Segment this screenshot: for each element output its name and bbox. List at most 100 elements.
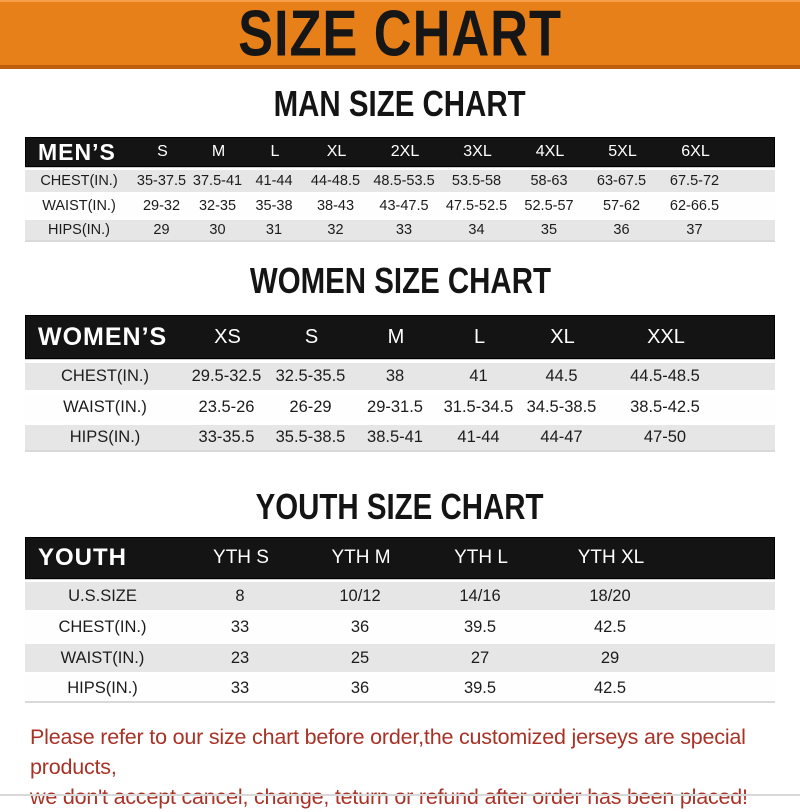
measurement-cell: 39.5 bbox=[463, 678, 497, 697]
men-size-table: MEN’S S M L XL 2XL 3XL 4XL 5XL 6XL CHEST… bbox=[25, 137, 775, 242]
women-heading-text: WOMEN SIZE CHART bbox=[249, 259, 551, 302]
table-row: HIPS(IN.) 29 30 31 32 33 34 35 36 37 bbox=[25, 220, 775, 242]
row-label: WAIST(IN.) bbox=[60, 648, 145, 667]
table-row: WAIST(IN.) 23.5-26 26-29 29-31.5 31.5-34… bbox=[25, 394, 775, 421]
size-col-header: L bbox=[270, 143, 280, 160]
size-col-header: 4XL bbox=[535, 143, 565, 160]
measurement-cell: 31 bbox=[265, 222, 283, 238]
measurement-cell: 34.5-38.5 bbox=[526, 398, 597, 416]
measurement-cell: 10/12 bbox=[339, 586, 381, 605]
measurement-cell: 43-47.5 bbox=[379, 198, 429, 214]
measurement-cell: 44.5 bbox=[545, 367, 578, 385]
size-col-header: M bbox=[211, 143, 226, 160]
size-col-header: XL bbox=[550, 325, 575, 348]
order-policy-line-1: Please refer to our size chart before or… bbox=[30, 725, 746, 779]
row-label: HIPS(IN.) bbox=[69, 428, 141, 446]
measurement-cell: 32.5-35.5 bbox=[275, 367, 346, 385]
men-section-heading: MAN SIZE CHART bbox=[0, 82, 800, 125]
table-row: CHEST(IN.) 29.5-32.5 32.5-35.5 38 41 44.… bbox=[25, 363, 775, 390]
measurement-cell: 29 bbox=[153, 222, 170, 238]
measurement-cell: 62-66.5 bbox=[669, 198, 720, 214]
women-size-table: WOMEN’S XS S M L XL XXL CHEST(IN.) 29.5-… bbox=[25, 315, 775, 452]
measurement-cell: 30 bbox=[209, 222, 226, 238]
youth-table-header-row: YOUTH YTH S YTH M YTH L YTH XL bbox=[25, 537, 775, 579]
size-col-header: 5XL bbox=[608, 143, 637, 160]
men-table-header-row: MEN’S S M L XL 2XL 3XL 4XL 5XL 6XL bbox=[25, 137, 775, 167]
table-row: CHEST(IN.) 33 36 39.5 42.5 bbox=[25, 613, 775, 641]
measurement-cell: 42.5 bbox=[593, 678, 627, 697]
measurement-cell: 58-63 bbox=[530, 173, 568, 189]
measurement-cell: 63-67.5 bbox=[596, 173, 647, 189]
measurement-cell: 47-50 bbox=[643, 428, 687, 446]
size-col-header: YTH S bbox=[213, 547, 269, 568]
measurement-cell: 35 bbox=[540, 222, 558, 238]
measurement-cell: 52.5-57 bbox=[524, 198, 574, 214]
measurement-cell: 38 bbox=[385, 367, 405, 385]
measurement-cell: 23.5-26 bbox=[198, 398, 255, 416]
size-col-header: YTH L bbox=[454, 547, 508, 568]
measurement-cell: 36 bbox=[613, 222, 630, 238]
measurement-cell: 57-62 bbox=[602, 198, 641, 214]
row-label: CHEST(IN.) bbox=[40, 173, 118, 189]
size-col-header: XXL bbox=[647, 325, 685, 348]
measurement-cell: 35-38 bbox=[255, 198, 293, 214]
order-policy-note: Please refer to our size chart before or… bbox=[30, 722, 772, 812]
women-table-corner-label: WOMEN’S bbox=[38, 322, 168, 351]
measurement-cell: 8 bbox=[235, 586, 245, 605]
measurement-cell: 33 bbox=[230, 617, 250, 636]
measurement-cell: 53.5-58 bbox=[451, 173, 502, 189]
measurement-cell: 25 bbox=[350, 648, 370, 667]
measurement-cell: 39.5 bbox=[463, 617, 497, 636]
row-label: WAIST(IN.) bbox=[42, 198, 116, 214]
measurement-cell: 44-47 bbox=[540, 428, 583, 446]
measurement-cell: 37.5-41 bbox=[192, 173, 243, 189]
measurement-cell: 67.5-72 bbox=[669, 173, 720, 189]
measurement-cell: 33 bbox=[395, 222, 413, 238]
measurement-cell: 41 bbox=[469, 367, 488, 385]
size-col-header: YTH M bbox=[331, 547, 391, 568]
size-col-header: YTH XL bbox=[577, 547, 645, 568]
size-col-header: XS bbox=[214, 325, 241, 348]
women-section-heading: WOMEN SIZE CHART bbox=[0, 259, 800, 302]
measurement-cell: 38-43 bbox=[316, 198, 355, 214]
measurement-cell: 29 bbox=[600, 648, 620, 667]
youth-heading-text: YOUTH SIZE CHART bbox=[256, 485, 544, 528]
measurement-cell: 31.5-34.5 bbox=[443, 398, 514, 416]
measurement-cell: 32 bbox=[327, 222, 344, 238]
youth-table-corner-label: YOUTH bbox=[38, 544, 127, 571]
measurement-cell: 29-31.5 bbox=[367, 398, 423, 416]
measurement-cell: 41-44 bbox=[255, 173, 293, 189]
men-heading-text: MAN SIZE CHART bbox=[274, 82, 526, 125]
table-row: CHEST(IN.) 35-37.5 37.5-41 41-44 44-48.5… bbox=[25, 170, 775, 192]
size-col-header: 2XL bbox=[390, 143, 420, 160]
measurement-cell: 26-29 bbox=[289, 398, 332, 416]
measurement-cell: 32-35 bbox=[198, 198, 237, 214]
measurement-cell: 41-44 bbox=[457, 428, 500, 446]
measurement-cell: 44.5-48.5 bbox=[630, 367, 700, 385]
measurement-cell: 42.5 bbox=[593, 617, 627, 636]
row-label: HIPS(IN.) bbox=[67, 678, 138, 697]
measurement-cell: 23 bbox=[230, 648, 250, 667]
size-col-header: S bbox=[157, 143, 168, 160]
size-col-header: S bbox=[304, 325, 319, 348]
measurement-cell: 47.5-52.5 bbox=[445, 198, 508, 214]
size-col-header: L bbox=[473, 325, 486, 348]
men-table-corner-label: MEN’S bbox=[38, 138, 116, 165]
size-col-header: 6XL bbox=[681, 143, 710, 160]
measurement-cell: 33-35.5 bbox=[198, 428, 255, 446]
banner-title: SIZE CHART bbox=[238, 0, 562, 70]
measurement-cell: 34 bbox=[468, 222, 485, 238]
measurement-cell: 36 bbox=[350, 678, 370, 697]
measurement-cell: 36 bbox=[350, 617, 370, 636]
measurement-cell: 27 bbox=[470, 648, 490, 667]
order-policy-line-2: we don't accept cancel, change, teturn o… bbox=[30, 785, 748, 809]
measurement-cell: 44-48.5 bbox=[310, 173, 361, 189]
measurement-cell: 35.5-38.5 bbox=[275, 428, 346, 446]
measurement-cell: 35-37.5 bbox=[136, 173, 187, 189]
table-row: HIPS(IN.) 33-35.5 35.5-38.5 38.5-41 41-4… bbox=[25, 425, 775, 452]
women-table-header-row: WOMEN’S XS S M L XL XXL bbox=[25, 315, 775, 359]
row-label: CHEST(IN.) bbox=[61, 367, 149, 385]
measurement-cell: 33 bbox=[230, 678, 250, 697]
measurement-cell: 48.5-53.5 bbox=[373, 173, 435, 189]
table-row: WAIST(IN.) 23 25 27 29 bbox=[25, 644, 775, 672]
